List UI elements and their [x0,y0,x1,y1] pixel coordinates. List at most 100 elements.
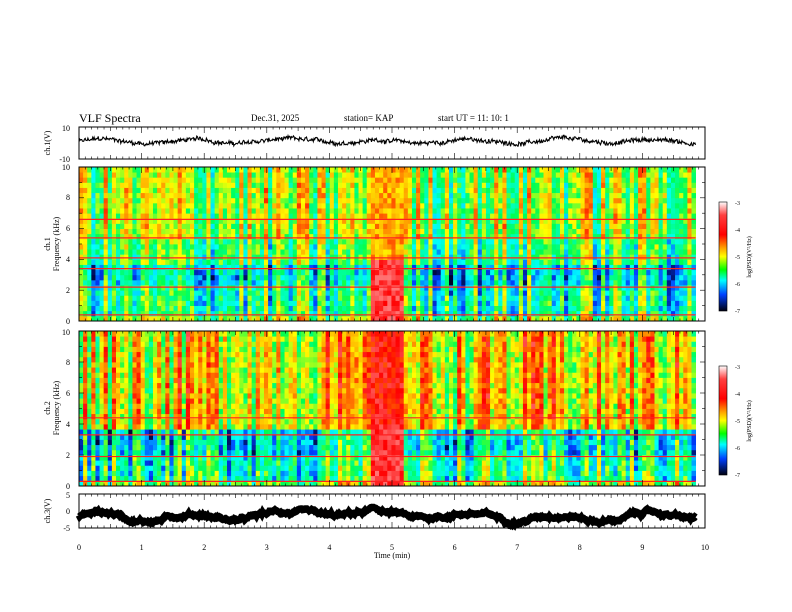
spectrogram-cell [407,259,413,265]
spectrogram-cell [539,218,544,224]
spectrogram-cell [296,177,302,183]
spectrogram-cell [202,213,207,219]
spectrogram-cell [642,197,647,204]
spectrogram-cell [173,238,179,245]
spectrogram-cell [531,228,536,235]
spectrogram-cell [251,172,257,178]
spectrogram-cell [502,218,507,224]
spectrogram-cell [83,228,88,235]
spectrogram-cell [333,305,339,312]
spectrogram-cell [124,465,129,471]
spectrogram-cell [592,259,598,265]
spectrogram-cell [124,269,129,276]
spectrogram-cell [222,295,228,301]
spectrogram-cell [675,249,680,255]
spectrogram-cell [181,208,187,214]
spectrogram-cell [305,238,310,245]
spectrogram-cell [485,182,491,188]
spectrogram-cell [485,228,491,235]
spectrogram-cell [103,403,109,409]
spectrogram-cell [280,202,285,209]
spectrogram-cell [111,254,117,260]
spectrogram-cell [457,249,462,255]
spectrogram-cell [87,300,92,306]
spectrogram-cell [522,197,528,204]
spectrogram-cell [107,223,113,229]
spectrogram-cell [111,382,117,389]
spectrogram-cell [568,305,573,312]
spectrogram-cell [444,249,450,255]
spectrogram-cell [111,172,117,178]
spectrogram-cell [99,480,105,487]
spectrogram-cell [366,249,372,255]
spectrogram-cell [87,398,92,404]
spectrogram-cell [354,244,359,250]
spectrogram-cell [481,182,487,188]
spectrogram-cell [99,408,105,415]
spectrogram-cell [498,264,503,271]
spectrogram-cell [535,192,540,199]
spectrogram-cell [305,295,310,301]
spectrogram-cell [633,213,639,219]
spectrogram-cell [687,315,692,322]
spectrogram-cell [284,285,290,291]
spectrogram-cell [280,244,285,250]
spectrogram-cell [181,285,187,291]
spectrogram-cell [136,434,142,440]
spectrogram-cell [469,264,475,271]
spectrogram-cell [313,233,318,240]
spectrogram-cell [588,233,594,240]
spectrogram-cell [658,197,664,204]
spectrogram-cell [473,218,479,224]
spectrogram-cell [157,213,162,219]
spectrogram-cell [251,264,257,271]
spectrogram-cell [91,305,96,312]
spectrogram-cell [399,285,405,291]
spectrogram-cell [95,218,100,224]
spectrogram-cell [621,182,627,188]
spectrogram-cell [605,202,610,209]
spectrogram-cell [383,259,388,265]
spectrogram-cell [370,249,376,255]
spectrogram-cell [222,218,228,224]
spectrogram-cell [210,218,216,224]
spectrogram-cell [379,310,384,317]
spectrogram-cell [210,233,216,240]
spectrogram-cell [469,274,475,281]
spectrogram-cell [83,475,88,482]
spectrogram-cell [165,172,170,178]
spectrogram-cell [383,269,388,276]
spectrogram-cell [473,310,479,317]
spectrogram-cell [436,274,442,281]
spectrogram-cell [263,274,269,281]
spectrogram-cell [95,187,100,194]
spectrogram-cell [687,228,692,235]
spectrogram-cell [292,274,298,281]
spectrogram-cell [687,295,692,301]
spectrogram-cell [580,228,586,235]
spectrogram-cell [99,372,105,378]
spectrogram-cell [185,172,191,178]
spectrogram-cell [506,213,512,219]
spectrogram-cell [391,213,396,219]
spectrogram-cell [407,269,413,276]
spectrogram-cell [284,300,290,306]
spectrogram-cell [416,238,421,245]
spectrogram-cell [354,172,359,178]
spectrogram-cell [539,238,544,245]
spectrogram-cell [428,254,433,260]
spectrogram-cell [321,274,327,281]
spectrogram-cell [539,192,544,199]
spectrogram-cell [214,187,220,194]
spectrogram-cell [206,274,211,281]
spectrogram-cell [132,336,137,342]
spectrogram-cell [543,238,549,245]
spectrogram-cell [461,172,466,178]
spectrogram-cell [453,238,458,245]
spectrogram-cell [87,444,92,451]
spectrogram-cell [194,182,199,188]
spectrogram-cell [148,269,154,276]
spectrogram-cell [490,238,495,245]
spectrogram-cell [625,305,631,312]
spectrogram-cell [181,244,187,250]
